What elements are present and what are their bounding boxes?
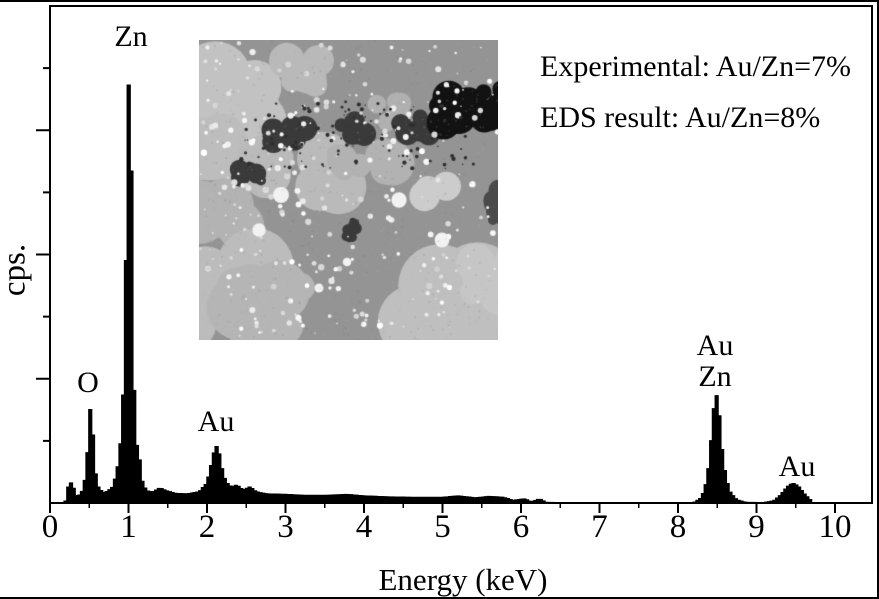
peak-label-au-m: Au <box>197 405 235 438</box>
x-tick-label: 3 <box>277 509 294 545</box>
sem-inset-image <box>199 40 498 340</box>
x-tick-label: 9 <box>748 509 765 545</box>
x-tick-label: 8 <box>669 509 687 545</box>
x-tick-label: 7 <box>591 509 608 545</box>
y-axis-label: cps. <box>0 243 33 297</box>
peak-label-au-l: Au <box>778 450 816 483</box>
x-tick-label: 5 <box>434 509 451 545</box>
x-axis-label: Energy (keV) <box>378 562 548 597</box>
x-tick-label: 10 <box>818 509 852 545</box>
peak-label-auzn-line2: Zn <box>698 360 732 393</box>
x-tick-label: 6 <box>512 509 530 545</box>
annotation-eds-ratio: EDS result: Au/Zn=8% <box>540 101 821 134</box>
x-tick-label: 1 <box>120 509 137 545</box>
x-tick-label: 2 <box>198 509 216 545</box>
peak-label-auzn-line1: Au <box>696 329 734 362</box>
x-tick-label: 0 <box>41 509 59 545</box>
peak-label-o: O <box>77 366 99 399</box>
peak-label-zn: Zn <box>114 20 148 53</box>
annotation-experimental-ratio: Experimental: Au/Zn=7% <box>540 50 852 83</box>
x-tick-label: 4 <box>355 509 373 545</box>
eds-spectrum-trace <box>63 84 814 504</box>
